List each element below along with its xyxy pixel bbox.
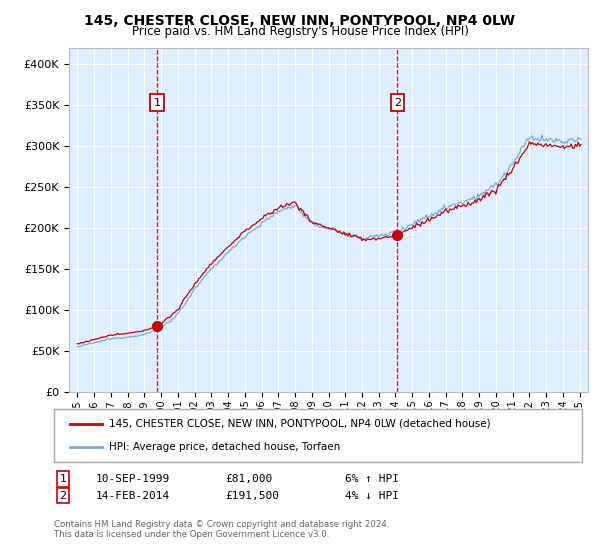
Text: Contains HM Land Registry data © Crown copyright and database right 2024.
This d: Contains HM Land Registry data © Crown c… bbox=[54, 520, 389, 539]
Text: £191,500: £191,500 bbox=[225, 491, 279, 501]
Text: £81,000: £81,000 bbox=[225, 474, 272, 484]
Text: 10-SEP-1999: 10-SEP-1999 bbox=[96, 474, 170, 484]
Text: Price paid vs. HM Land Registry's House Price Index (HPI): Price paid vs. HM Land Registry's House … bbox=[131, 25, 469, 38]
Text: 2: 2 bbox=[59, 491, 67, 501]
Text: HPI: Average price, detached house, Torfaen: HPI: Average price, detached house, Torf… bbox=[109, 442, 341, 452]
Text: 1: 1 bbox=[154, 97, 160, 108]
Text: 145, CHESTER CLOSE, NEW INN, PONTYPOOL, NP4 0LW (detached house): 145, CHESTER CLOSE, NEW INN, PONTYPOOL, … bbox=[109, 419, 491, 429]
Text: 145, CHESTER CLOSE, NEW INN, PONTYPOOL, NP4 0LW: 145, CHESTER CLOSE, NEW INN, PONTYPOOL, … bbox=[85, 14, 515, 28]
Text: 6% ↑ HPI: 6% ↑ HPI bbox=[345, 474, 399, 484]
Text: 1: 1 bbox=[59, 474, 67, 484]
Text: 4% ↓ HPI: 4% ↓ HPI bbox=[345, 491, 399, 501]
Text: 14-FEB-2014: 14-FEB-2014 bbox=[96, 491, 170, 501]
FancyBboxPatch shape bbox=[54, 409, 582, 462]
Text: 2: 2 bbox=[394, 97, 401, 108]
